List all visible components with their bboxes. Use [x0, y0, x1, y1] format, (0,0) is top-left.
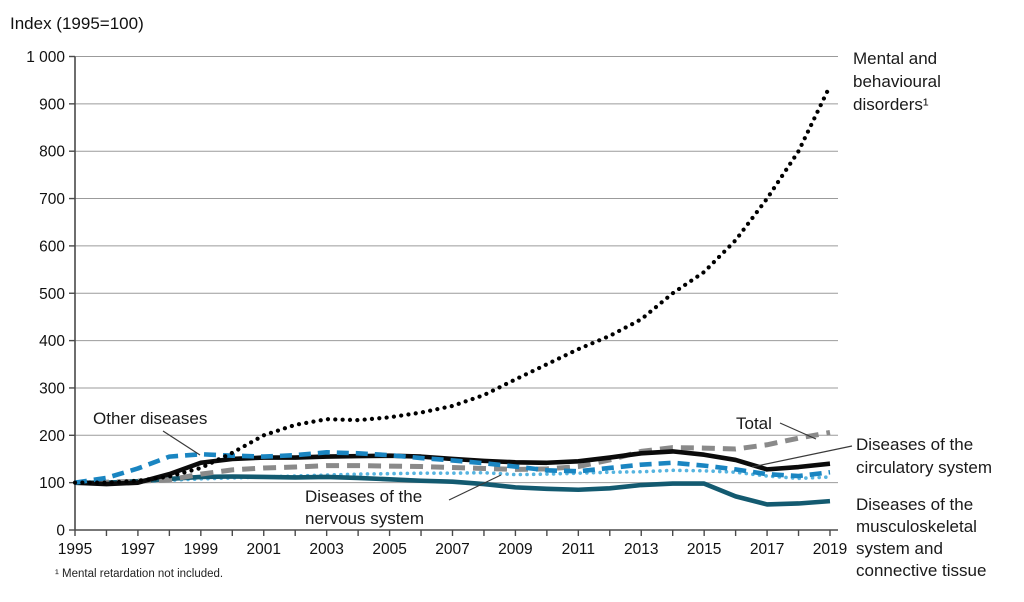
x-tick-label: 1995: [58, 541, 92, 558]
y-tick-label: 600: [39, 238, 65, 255]
series-line-other: [74, 450, 831, 485]
x-tick-label: 2003: [309, 541, 343, 558]
annotation-nervous-line2: nervous system: [305, 509, 425, 528]
annotation-musculoskeletal-line2: musculoskeletal: [856, 517, 977, 536]
annotation-musculoskeletal-line1: Diseases of the: [856, 495, 974, 514]
annotation-mental-line2: behavioural: [853, 72, 941, 91]
annotation-musculoskeletal-system: Diseases of the musculoskeletal system a…: [856, 494, 986, 582]
annotation-mental-disorders: Mental and behavioural disorders¹: [853, 47, 941, 116]
series-line-total: [74, 429, 831, 486]
y-tick-label: 400: [39, 333, 65, 350]
annotation-circulatory-line1: Diseases of the: [856, 435, 974, 454]
series-line-mental: [72, 83, 833, 485]
y-tick-label: 700: [39, 191, 65, 208]
x-tick-label: 2013: [624, 541, 658, 558]
chart-title: Index (1995=100): [10, 14, 144, 33]
x-tick-label: 2009: [498, 541, 532, 558]
x-tick-label: 2005: [372, 541, 406, 558]
y-tick-label: 1 000: [26, 49, 65, 66]
y-tick-label: 500: [39, 286, 65, 303]
x-tick-label: 1999: [184, 541, 218, 558]
annotation-mental-line3: disorders¹: [853, 95, 929, 114]
leader-other: [162, 430, 201, 456]
x-tick-label: 2007: [435, 541, 469, 558]
y-tick-label: 200: [39, 428, 65, 445]
y-tick-label: 100: [39, 475, 65, 492]
annotation-nervous-system: Diseases of the nervous system: [305, 486, 424, 530]
footnote: ¹ Mental retardation not included.: [55, 568, 224, 580]
y-tick-label: 300: [39, 380, 65, 397]
annotation-nervous-line1: Diseases of the: [305, 487, 423, 506]
x-tick-label: 2011: [562, 541, 595, 558]
annotation-mental-line1: Mental and: [853, 49, 938, 68]
leader-total: [779, 422, 817, 440]
leader-circulatory: [751, 445, 853, 468]
x-tick-label: 2001: [247, 541, 281, 558]
y-tick-label: 900: [39, 96, 65, 113]
series-line-musculoskeletal: [75, 474, 831, 507]
annotation-musculoskeletal-line4: connective tissue: [856, 561, 987, 580]
x-tick-label: 2015: [687, 541, 721, 558]
y-tick-label: 0: [56, 523, 65, 540]
leader-nervous: [448, 474, 502, 501]
x-tick-label: 2017: [750, 541, 784, 558]
annotation-circulatory-line2: circulatory system: [856, 458, 993, 477]
annotation-other-diseases: Other diseases: [93, 409, 208, 428]
y-tick-label: 800: [39, 144, 65, 161]
annotation-total: Total: [736, 414, 772, 433]
x-tick-label: 1997: [121, 541, 155, 558]
annotation-musculoskeletal-line3: system and: [856, 539, 943, 558]
x-tick-label: 2019: [813, 541, 847, 558]
annotation-circulatory-system: Diseases of the circulatory system: [856, 433, 992, 479]
